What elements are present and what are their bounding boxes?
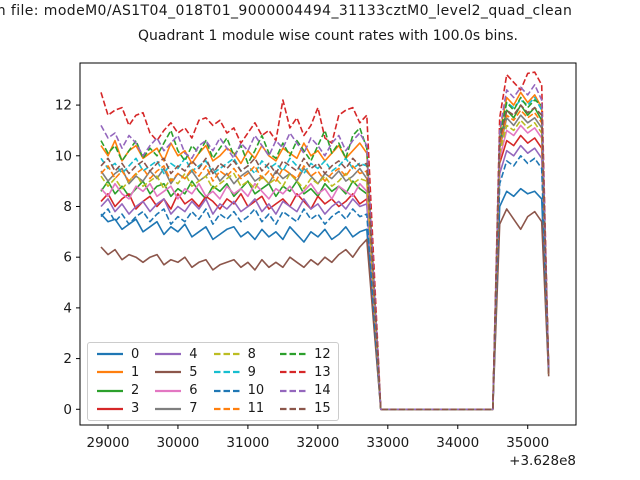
x-axis-offset-label: +3.628e8 (509, 453, 576, 469)
legend-item-10: 10 (213, 383, 265, 399)
legend-sample-line (213, 353, 240, 356)
legend-item-8: 8 (213, 346, 265, 362)
legend-sample-line (155, 389, 182, 392)
legend-item-7: 7 (155, 401, 198, 417)
legend-sample-line (155, 407, 182, 410)
legend-label: 3 (131, 401, 140, 417)
legend-label: 1 (131, 364, 140, 380)
y-tick-label: 2 (63, 351, 72, 367)
legend-sample-line (97, 353, 123, 356)
legend-item-12: 12 (280, 348, 331, 361)
series-line-14 (100, 84, 550, 411)
x-tick-label: 30000 (156, 435, 199, 451)
legend-label: 6 (189, 383, 198, 399)
x-tick-label: 34000 (436, 435, 479, 451)
x-tick-label: 32000 (296, 435, 339, 451)
legend-label: 9 (247, 364, 256, 380)
legend: 0 1 2 3 4 5 6 7 8 9 10 11 12 13 14 15 (87, 342, 339, 421)
legend-item-3: 3 (97, 402, 139, 415)
legend-item-4: 4 (155, 346, 198, 362)
legend-sample-line (213, 389, 240, 392)
legend-label: 12 (314, 346, 331, 362)
legend-item-14: 14 (280, 384, 331, 397)
x-tick-label: 31000 (226, 435, 269, 451)
legend-label: 15 (314, 401, 331, 417)
y-tick-label: 0 (63, 402, 72, 418)
legend-label: 10 (247, 383, 265, 399)
series-line-8 (100, 119, 550, 411)
x-tick-label: 35000 (506, 435, 549, 451)
legend-label: 14 (314, 383, 331, 399)
legend-sample-line (280, 353, 307, 356)
legend-label: 11 (247, 401, 265, 417)
legend-sample-line (97, 389, 123, 392)
legend-sample-line (213, 407, 240, 410)
legend-sample-line (97, 407, 123, 410)
x-tick-label: 29000 (87, 435, 130, 451)
legend-sample-line (213, 371, 240, 374)
legend-item-9: 9 (213, 364, 265, 380)
series-line-10 (100, 155, 550, 411)
legend-item-1: 1 (97, 366, 139, 379)
y-tick-label: 4 (63, 300, 72, 316)
legend-sample-line (155, 353, 182, 356)
legend-label: 13 (314, 364, 331, 380)
axes-title: Quadrant 1 module wise count rates with … (138, 28, 518, 44)
legend-label: 0 (131, 346, 140, 362)
legend-item-6: 6 (155, 383, 198, 399)
y-tick-label: 10 (55, 148, 72, 164)
legend-item-13: 13 (280, 366, 331, 379)
figure-file-title: m file: modeM0/AS1T04_018T01_9000004494_… (0, 3, 573, 19)
legend-sample-line (280, 407, 307, 410)
legend-label: 7 (189, 401, 198, 417)
legend-sample-line (97, 371, 123, 374)
series-line-12 (100, 96, 550, 411)
series-line-9 (100, 96, 550, 411)
legend-label: 4 (189, 346, 198, 362)
y-tick-label: 12 (55, 98, 72, 114)
legend-item-11: 11 (213, 401, 265, 417)
legend-item-15: 15 (280, 402, 331, 415)
legend-label: 5 (189, 364, 198, 380)
series-line-11 (100, 109, 550, 411)
legend-label: 8 (247, 346, 256, 362)
legend-item-0: 0 (97, 348, 139, 361)
y-tick-label: 8 (63, 199, 72, 215)
legend-sample-line (280, 389, 307, 392)
y-tick-label: 6 (63, 250, 72, 266)
legend-sample-line (280, 371, 307, 374)
legend-item-5: 5 (155, 364, 198, 380)
legend-item-2: 2 (97, 384, 139, 397)
x-tick-label: 33000 (366, 435, 409, 451)
series-line-13 (100, 71, 550, 411)
series-line-15 (100, 104, 550, 411)
legend-sample-line (155, 371, 182, 374)
legend-label: 2 (131, 383, 140, 399)
